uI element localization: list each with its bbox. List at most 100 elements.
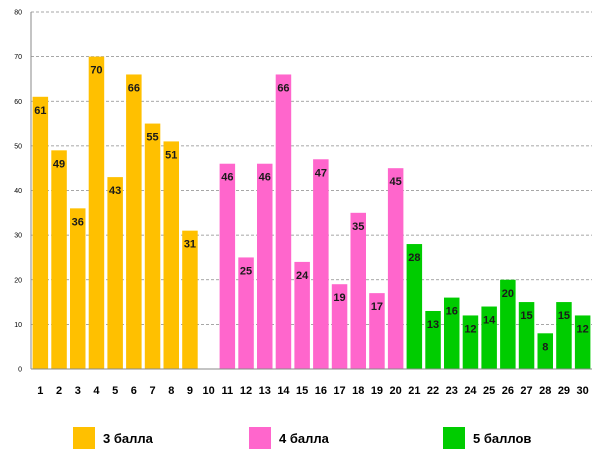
bars bbox=[32, 56, 591, 369]
bar bbox=[275, 74, 292, 369]
x-tick-label: 8 bbox=[168, 385, 174, 397]
x-tick-label: 23 bbox=[446, 385, 458, 397]
bar bbox=[88, 56, 105, 369]
legend-swatch bbox=[73, 427, 95, 449]
y-tick-label: 60 bbox=[14, 99, 22, 106]
legend-label: 4 балла bbox=[279, 430, 329, 446]
y-tick-label: 40 bbox=[14, 188, 22, 195]
data-label: 61 bbox=[34, 105, 46, 117]
data-label: 35 bbox=[352, 221, 364, 233]
bar bbox=[406, 244, 423, 369]
x-tick-label: 28 bbox=[539, 385, 551, 397]
legend-label: 3 балла bbox=[103, 430, 153, 446]
legend-item-4-balla: 4 балла bbox=[249, 427, 329, 449]
x-tick-label: 2 bbox=[56, 385, 62, 397]
bar bbox=[574, 315, 591, 369]
y-tick-label: 30 bbox=[14, 233, 22, 240]
legend-swatch bbox=[249, 427, 271, 449]
x-tick-label: 3 bbox=[75, 385, 81, 397]
data-label: 19 bbox=[333, 292, 345, 304]
bar bbox=[387, 168, 404, 369]
x-tick-label: 22 bbox=[427, 385, 439, 397]
bar bbox=[425, 310, 441, 369]
x-tick-label: 5 bbox=[112, 385, 118, 397]
bar bbox=[537, 333, 553, 369]
data-label: 28 bbox=[408, 252, 420, 264]
x-tick-label: 9 bbox=[187, 385, 193, 397]
x-tick-label: 20 bbox=[390, 385, 402, 397]
x-tick-label: 19 bbox=[371, 385, 383, 397]
x-tick-label: 25 bbox=[483, 385, 495, 397]
x-tick-label: 6 bbox=[131, 385, 137, 397]
y-tick-label: 20 bbox=[14, 277, 22, 284]
bar bbox=[444, 297, 460, 369]
bar bbox=[107, 177, 123, 369]
bar bbox=[313, 159, 329, 369]
bar bbox=[126, 74, 142, 369]
x-tick-label: 13 bbox=[259, 385, 271, 397]
data-label: 45 bbox=[390, 176, 402, 188]
x-tick-label: 30 bbox=[577, 385, 589, 397]
x-tick-label: 11 bbox=[222, 385, 234, 397]
data-label: 47 bbox=[315, 167, 327, 179]
data-label: 13 bbox=[427, 319, 439, 331]
data-label: 15 bbox=[520, 310, 532, 322]
data-label: 12 bbox=[577, 323, 589, 335]
y-tick-label: 0 bbox=[18, 367, 22, 374]
data-label: 36 bbox=[72, 216, 84, 228]
bar bbox=[182, 230, 198, 369]
legend-item-5-ballov: 5 баллов bbox=[443, 427, 531, 449]
x-tick-label: 15 bbox=[296, 385, 308, 397]
data-label: 55 bbox=[146, 132, 158, 144]
data-label: 15 bbox=[558, 310, 570, 322]
data-label: 14 bbox=[483, 315, 496, 327]
bar bbox=[556, 302, 572, 369]
data-label: 66 bbox=[128, 82, 140, 94]
bar bbox=[238, 257, 254, 369]
y-tick-label: 50 bbox=[14, 143, 22, 150]
x-tick-label: 16 bbox=[315, 385, 327, 397]
legend-item-3-balla: 3 балла bbox=[73, 427, 153, 449]
data-label: 51 bbox=[165, 149, 177, 161]
x-tick-label: 1 bbox=[37, 385, 43, 397]
x-tick-label: 24 bbox=[464, 385, 477, 397]
bar bbox=[369, 293, 385, 369]
bar bbox=[257, 163, 273, 369]
bar bbox=[144, 123, 161, 369]
data-label: 66 bbox=[277, 82, 289, 94]
bar bbox=[219, 163, 236, 369]
x-tick-label: 21 bbox=[408, 385, 420, 397]
data-label: 12 bbox=[464, 323, 476, 335]
data-label: 25 bbox=[240, 265, 252, 277]
data-labels: 61 49 36 70 43 66 55 51 31 46 25 46 66 24 47 19 35 17 45 28… bbox=[34, 65, 589, 354]
data-label: 24 bbox=[296, 270, 309, 282]
bar bbox=[51, 150, 67, 369]
x-tick-label: 7 bbox=[149, 385, 155, 397]
x-tick-label: 27 bbox=[520, 385, 532, 397]
x-tick-label: 10 bbox=[203, 385, 215, 397]
x-tick-label: 18 bbox=[352, 385, 364, 397]
bar bbox=[518, 302, 535, 369]
y-tick-label: 80 bbox=[14, 10, 22, 17]
bar bbox=[481, 306, 497, 369]
legend-swatch bbox=[443, 427, 465, 449]
data-label: 70 bbox=[90, 65, 102, 77]
x-tick-label: 14 bbox=[277, 385, 290, 397]
x-tick-label: 26 bbox=[502, 385, 514, 397]
bar bbox=[294, 261, 310, 369]
bar bbox=[462, 315, 479, 369]
x-tick-label: 17 bbox=[333, 385, 345, 397]
data-label: 49 bbox=[53, 158, 65, 170]
x-tick-label: 12 bbox=[240, 385, 252, 397]
x-tick-label: 4 bbox=[93, 385, 100, 397]
y-axis: 0 10 20 30 40 50 60 70 80 bbox=[14, 10, 32, 374]
bar bbox=[32, 96, 49, 369]
data-label: 17 bbox=[371, 301, 383, 313]
y-tick-label: 10 bbox=[14, 322, 22, 329]
bar bbox=[500, 279, 516, 369]
data-label: 46 bbox=[221, 172, 233, 184]
data-label: 8 bbox=[542, 341, 548, 353]
bar bbox=[70, 208, 86, 369]
x-axis: 1 2 3 4 5 6 7 8 9 10 11 12 13 14 15 16 17 18 19 20 21 22 23 24 2… bbox=[31, 368, 592, 397]
